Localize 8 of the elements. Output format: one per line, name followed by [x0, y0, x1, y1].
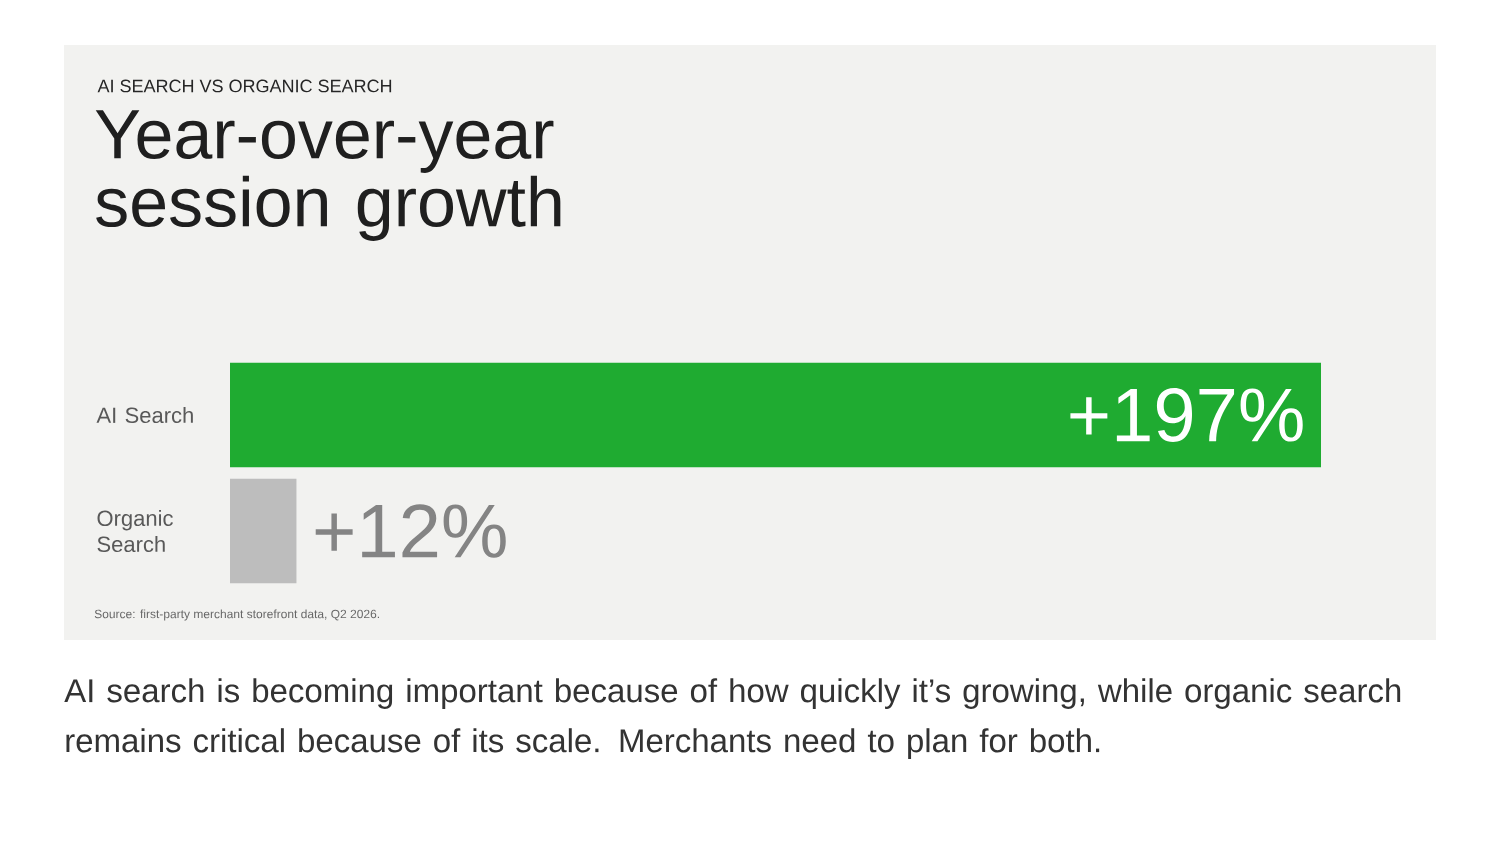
data-label: +12% [315, 504, 506, 558]
y-tick-label: Organic Search [97, 509, 173, 553]
chart-subtitle: AI SEARCH VS ORGANIC SEARCH [97, 79, 392, 93]
chart-title: Year-over-year session growth [95, 110, 561, 241]
data-label: +197% [1070, 388, 1303, 442]
text: AI search is becoming important because of how quickly it’s growing, while organic search remains critical because of its scale. Merchants need to plan for both. [64, 678, 1401, 759]
y-tick-label: AI Search [96, 406, 193, 424]
source-note: Source: first-party merchant storefront data, Q2 2026. [94, 609, 379, 621]
